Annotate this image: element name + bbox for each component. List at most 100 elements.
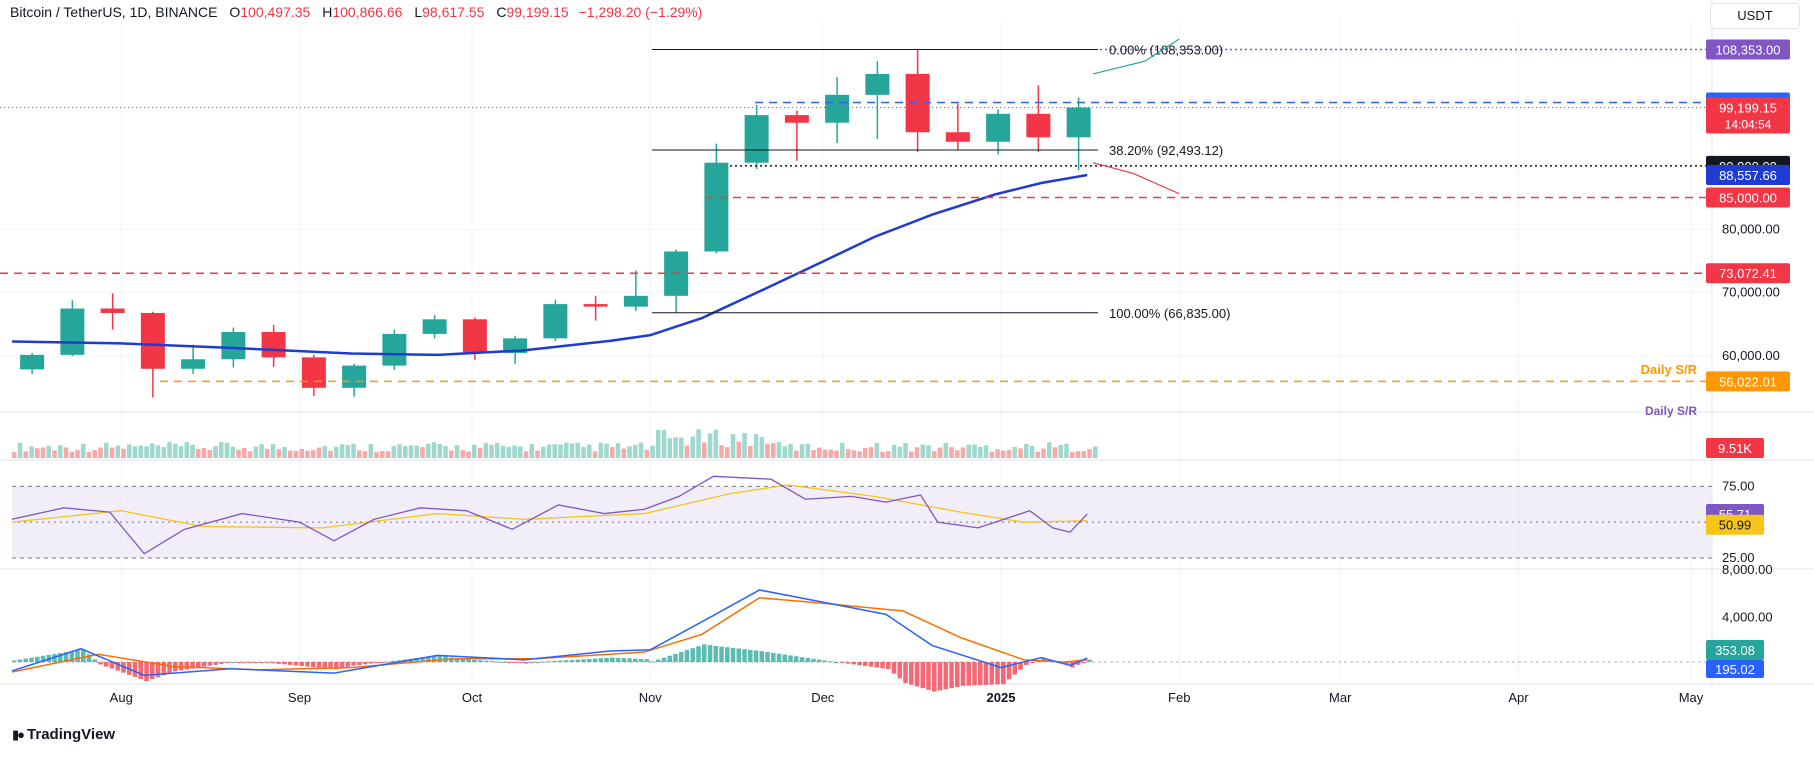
- candle-body: [100, 308, 125, 313]
- volume-bar: [949, 447, 954, 458]
- macd-histogram-bar: [564, 660, 569, 663]
- macd-histogram-bar: [12, 660, 17, 663]
- volume-bar: [558, 444, 563, 458]
- volume-bar: [857, 451, 862, 458]
- macd-histogram-bar: [161, 662, 167, 676]
- macd-histogram-bar: [638, 658, 644, 663]
- volume-bar: [380, 451, 385, 458]
- macd-histogram-bar: [535, 661, 540, 663]
- macd-histogram-bar: [920, 662, 926, 689]
- macd-histogram-bar: [546, 661, 552, 663]
- price-badge-label: 85,000.00: [1719, 191, 1777, 206]
- macd-histogram-bar: [253, 662, 259, 664]
- macd-histogram-bar: [627, 658, 632, 663]
- macd-histogram-bar: [132, 662, 138, 677]
- volume-bar: [247, 451, 253, 458]
- volume-bar: [828, 449, 834, 458]
- macd-histogram-bar: [857, 662, 862, 666]
- macd-histogram-bar: [1012, 662, 1018, 675]
- volume-bar: [776, 442, 782, 458]
- macd-histogram-bar: [713, 645, 719, 663]
- volume-bar: [702, 442, 707, 458]
- candle-body: [60, 308, 85, 355]
- candle-body: [825, 94, 850, 123]
- volume-bar: [661, 429, 667, 458]
- volume-bar: [966, 444, 972, 458]
- volume-bar: [719, 445, 724, 458]
- macd-histogram-bar: [460, 659, 466, 663]
- volume-bar: [742, 432, 747, 458]
- price-badge: [1706, 263, 1790, 284]
- macd-histogram-bar: [696, 646, 701, 663]
- volume-bar: [506, 446, 512, 458]
- volume-bar: [753, 434, 759, 458]
- x-tick-label: Feb: [1168, 690, 1190, 705]
- volume-badge: [1706, 438, 1764, 458]
- volume-bar: [610, 447, 615, 458]
- macd-histogram-bar: [500, 661, 506, 663]
- tradingview-logo[interactable]: ▮● TradingView: [12, 726, 115, 743]
- volume-bar: [104, 442, 109, 458]
- macd-histogram-bar: [167, 662, 172, 674]
- macd-histogram-bar: [311, 662, 316, 668]
- x-tick-label: Dec: [811, 690, 835, 705]
- volume-bar: [880, 451, 885, 458]
- macd-histogram-bar: [437, 655, 443, 663]
- volume-bar: [173, 443, 178, 458]
- macd-histogram-bar: [138, 662, 144, 679]
- volume-bar: [615, 443, 621, 458]
- volume-bar: [995, 449, 1000, 458]
- rsi-tick-label: 25.00: [1722, 550, 1755, 565]
- candle-body: [704, 162, 729, 252]
- volume-bar: [414, 445, 420, 458]
- symbol-title[interactable]: Bitcoin / TetherUS, 1D, BINANCE: [10, 4, 218, 20]
- price-badge-label: 108,353.00: [1715, 42, 1780, 57]
- price-badge: [1706, 187, 1790, 208]
- macd-histogram-bar: [58, 653, 63, 663]
- macd-histogram-bar: [799, 657, 805, 663]
- volume-bar: [311, 450, 316, 458]
- volume-bar: [431, 442, 437, 458]
- volume-bar: [1075, 451, 1081, 458]
- volume-bar: [144, 446, 149, 458]
- volume-bar: [627, 446, 632, 458]
- macd-histogram-bar: [845, 662, 851, 664]
- macd-histogram-bar: [759, 651, 765, 663]
- macd-histogram-bar: [190, 662, 195, 669]
- volume-bar: [840, 442, 845, 458]
- macd-histogram-bar: [98, 662, 103, 665]
- macd-histogram-bar: [776, 653, 782, 663]
- macd-histogram-bar: [995, 662, 1000, 685]
- volume-bar: [322, 446, 328, 458]
- volume-bar: [178, 446, 184, 458]
- volume-bar: [874, 442, 880, 458]
- macd-histogram-bar: [1024, 662, 1029, 665]
- volume-bar: [633, 444, 638, 458]
- macd-histogram-bar: [305, 662, 310, 667]
- volume-bar: [1006, 450, 1012, 458]
- macd-histogram-bar: [840, 662, 845, 664]
- volume-bar: [495, 442, 500, 458]
- daily-sr-annotation: Daily S/R: [1645, 404, 1697, 418]
- volume-bar: [679, 437, 684, 458]
- candle-body: [301, 357, 326, 388]
- x-tick-label: Nov: [639, 690, 663, 705]
- volume-bar: [805, 443, 811, 458]
- macd-histogram-bar: [1018, 662, 1023, 670]
- volume-bar: [259, 444, 264, 458]
- currency-selector[interactable]: USDT: [1710, 3, 1800, 29]
- volume-bar: [385, 451, 391, 458]
- candle-body: [1026, 113, 1051, 138]
- macd-top-tick-label: 8,000.00: [1722, 562, 1773, 577]
- volume-bar: [868, 447, 874, 458]
- macd-histogram-bar: [339, 662, 345, 669]
- macd-histogram-bar: [184, 662, 190, 670]
- volume-bar: [644, 449, 650, 458]
- macd-histogram-bar: [667, 655, 673, 663]
- volume-bar: [242, 447, 247, 458]
- macd-histogram-bar: [765, 652, 770, 663]
- macd-histogram-bar: [454, 658, 460, 663]
- volume-bar: [500, 445, 506, 458]
- macd-histogram-bar: [610, 657, 615, 663]
